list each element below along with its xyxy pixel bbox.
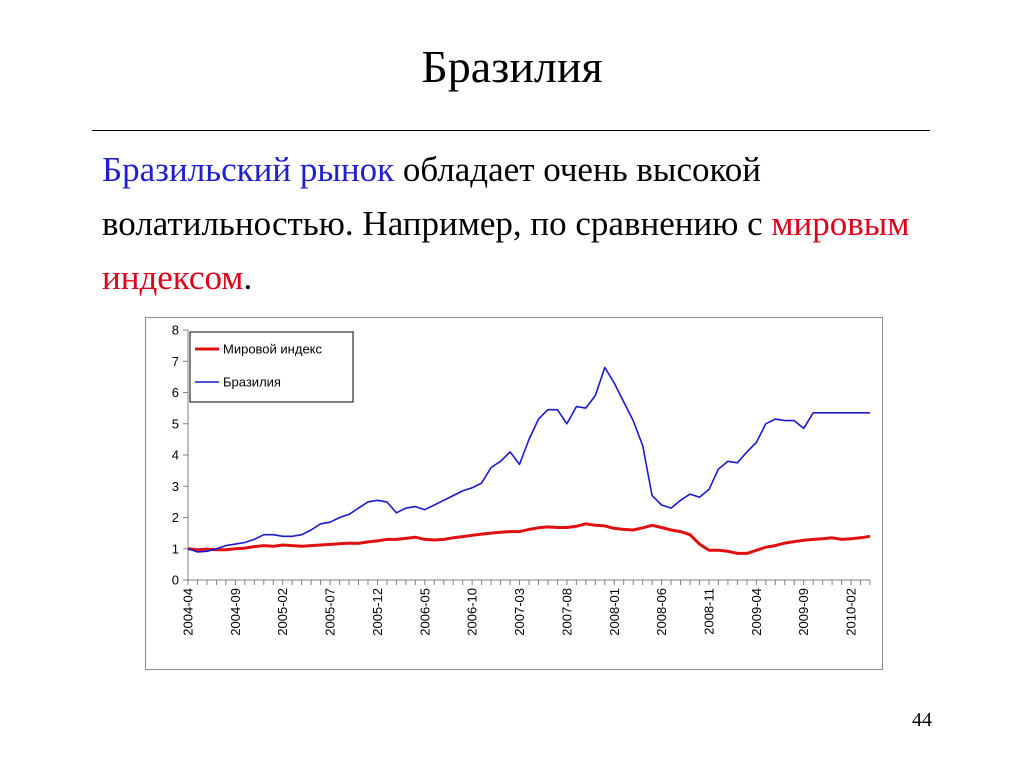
highlight-brazil-market: Бразильский рынок (102, 150, 395, 189)
legend-label-brazil: Бразилия (223, 375, 281, 390)
x-tick-label: 2010-02 (844, 588, 859, 636)
y-tick-label: 1 (172, 541, 179, 556)
x-tick-label: 2004-09 (228, 588, 243, 636)
y-tick-label: 6 (172, 385, 179, 400)
title-underline (92, 130, 930, 131)
y-tick-label: 8 (172, 323, 179, 338)
x-tick-label: 2004-04 (181, 588, 196, 636)
x-tick-label: 2008-06 (654, 588, 669, 636)
y-tick-label: 5 (172, 416, 179, 431)
x-tick-label: 2006-05 (417, 588, 432, 636)
x-tick-label: 2008-11 (701, 588, 716, 635)
line-chart-svg: 0 1 2 3 4 5 6 7 8 2004-04 2004-09 2005-02 2005-07 200… (145, 317, 883, 670)
chart: 0 1 2 3 4 5 6 7 8 2004-04 2004-09 2005-02 2005-07 200… (145, 317, 883, 670)
y-tick-label: 3 (172, 479, 179, 494)
legend-box (189, 331, 354, 403)
body-text-end: . (243, 258, 253, 297)
x-tick-label: 2006-10 (465, 588, 480, 636)
x-tick-label: 2007-08 (559, 588, 574, 636)
series-line-brazil (187, 366, 870, 553)
x-tick-label: 2007-03 (512, 588, 527, 636)
x-tick-label: 2005-07 (323, 588, 338, 636)
series-line-world-index (187, 522, 871, 555)
y-tick-label: 7 (172, 354, 179, 369)
x-tick-label: 2005-12 (370, 588, 385, 636)
x-tick-label: 2009-09 (796, 588, 811, 636)
body-text-middle: обладает очень высокой волатильностью. Н… (102, 150, 772, 243)
page-number: 44 (912, 709, 932, 731)
x-tick-label: 2008-01 (607, 588, 622, 636)
highlight-world-index: мировым индексом (102, 204, 910, 297)
legend-label-world-index: Мировой индекс (223, 342, 323, 357)
y-tick-label: 0 (172, 573, 179, 588)
slide-body-text: Бразильский рынок обладает очень высокой… (102, 143, 932, 305)
y-tick-label: 2 (172, 510, 179, 525)
x-tick-label: 2009-04 (749, 588, 764, 636)
y-tick-label: 4 (172, 448, 179, 463)
x-tick-label: 2005-02 (275, 588, 290, 636)
slide-title: Бразилия (421, 41, 603, 92)
